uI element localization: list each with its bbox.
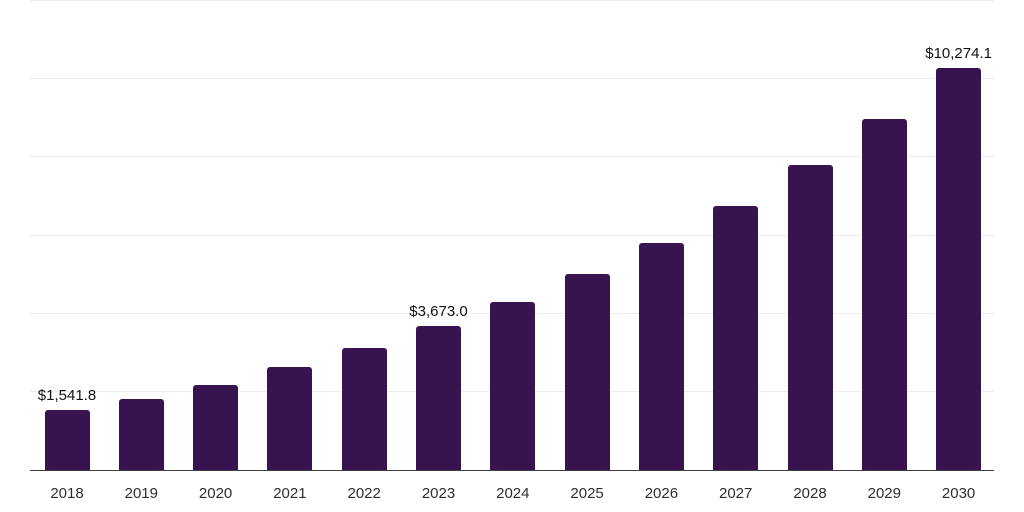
bar-2027[interactable] <box>713 206 759 470</box>
bar-value-label-2030: $10,274.1 <box>925 45 992 63</box>
gridline-12000 <box>30 0 994 1</box>
x-axis-label-2019: 2019 <box>124 485 158 502</box>
plot-area: $1,541.8 $3,673.0 $10,274.1 <box>30 0 994 471</box>
bar-2028[interactable] <box>787 165 833 470</box>
bar-2024[interactable] <box>490 302 536 470</box>
x-axis-label-2025: 2025 <box>570 485 604 502</box>
x-axis-label-2026: 2026 <box>644 485 679 502</box>
gridline-10000 <box>30 78 994 80</box>
bar-2025[interactable] <box>564 273 610 470</box>
bar-2019[interactable] <box>118 399 164 470</box>
x-axis: 2018 2019 2020 2021 2022 2023 2024 2025 2026 2027… <box>30 485 994 505</box>
x-axis-label-2028: 2028 <box>793 485 827 502</box>
x-axis-label-2027: 2027 <box>719 485 753 502</box>
bar-value-label-2018: $1,541.8 <box>37 386 97 404</box>
bar-2023[interactable] <box>416 326 461 470</box>
x-axis-label-2018: 2018 <box>50 485 84 502</box>
x-axis-label-2021: 2021 <box>273 485 307 502</box>
bar-2030[interactable] <box>936 68 982 470</box>
gridline-6000 <box>30 234 994 236</box>
bar-2029[interactable] <box>861 119 907 470</box>
gridline-8000 <box>30 156 994 158</box>
bar-2026[interactable] <box>638 242 684 470</box>
x-axis-label-2023: 2023 <box>421 485 456 502</box>
x-axis-label-2020: 2020 <box>198 485 233 502</box>
x-axis-label-2030: 2030 <box>941 485 976 502</box>
x-axis-label-2024: 2024 <box>496 485 530 502</box>
bar-2021[interactable] <box>267 366 313 470</box>
bar-2018[interactable] <box>44 409 90 470</box>
x-axis-label-2022: 2022 <box>347 485 381 502</box>
bar-value-label-2023: $3,673.0 <box>409 303 468 321</box>
x-axis-label-2029: 2029 <box>867 485 901 502</box>
bar-2022[interactable] <box>341 348 387 470</box>
bar-2020[interactable] <box>193 385 239 470</box>
